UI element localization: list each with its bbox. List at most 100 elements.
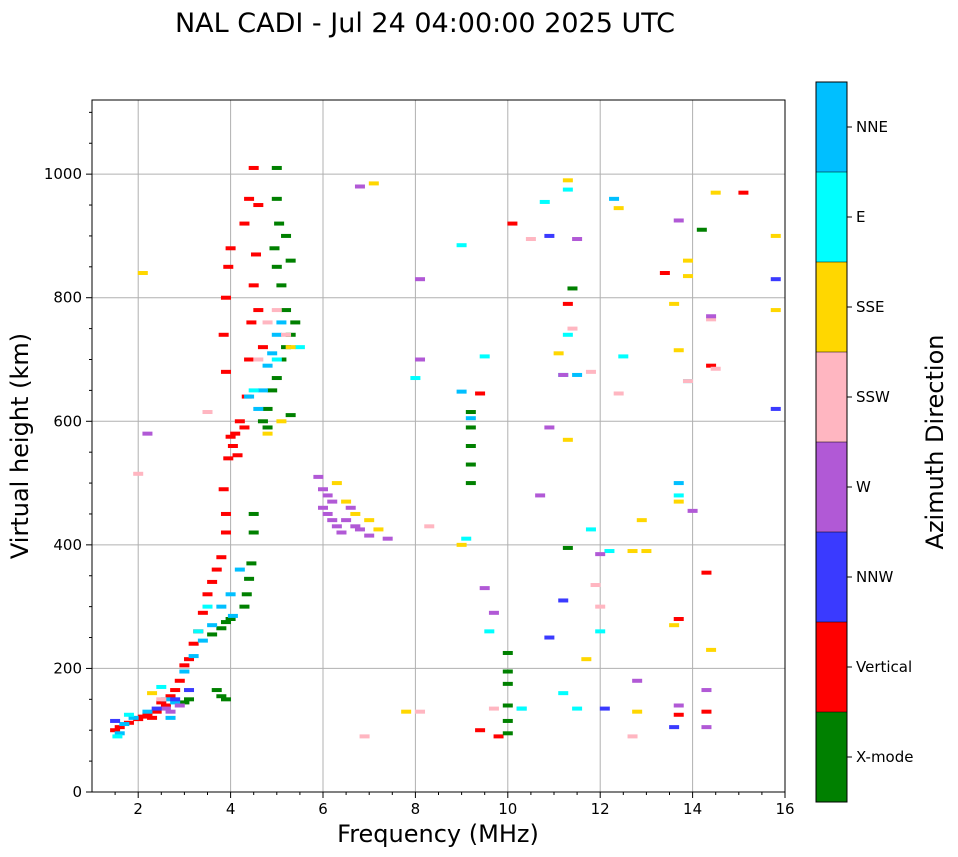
point-nne (253, 406, 264, 411)
point-sse (137, 271, 148, 275)
point-sse (682, 258, 693, 263)
point-x-mode (285, 258, 296, 263)
point-sse (636, 518, 647, 523)
colorbar: X-mode Vertical NNW W SSW SSE E NNE (815, 81, 913, 803)
point-sse (553, 351, 564, 356)
point-e (271, 357, 282, 362)
point-x-mode (502, 703, 513, 708)
point-sse (262, 431, 273, 436)
point-w (535, 493, 546, 498)
point-x-mode (246, 561, 257, 566)
point-x-mode (271, 376, 282, 381)
point-x-mode (248, 511, 259, 516)
point-vertical (156, 700, 167, 705)
point-w (336, 530, 347, 535)
point-vertical (246, 320, 257, 325)
point-e (484, 629, 495, 634)
point-vertical (706, 363, 717, 368)
point-vertical (188, 641, 199, 646)
point-vertical (234, 419, 245, 424)
point-nne (128, 715, 139, 720)
x-axis-ticks: 2 4 6 8 10 12 14 16 (114, 792, 795, 818)
point-vertical (216, 555, 227, 560)
point-vertical (225, 246, 236, 251)
point-nne (673, 481, 684, 486)
point-x-mode (216, 626, 227, 631)
point-ssw (359, 734, 370, 739)
point-vertical (165, 694, 176, 699)
point-w (165, 709, 176, 714)
point-w (706, 314, 717, 319)
x-tick-label: 6 (318, 800, 328, 818)
point-nne (207, 623, 218, 628)
point-x-mode (502, 669, 513, 674)
point-ssw (613, 391, 624, 396)
point-nne (271, 332, 282, 337)
point-x-mode (216, 694, 227, 699)
point-w (382, 536, 393, 541)
point-sse (562, 178, 573, 183)
point-vertical (207, 579, 218, 584)
point-sse (710, 190, 721, 195)
x-tick-label: 2 (133, 800, 143, 818)
point-nne (609, 196, 620, 201)
colorbar-segment-nnw (816, 532, 847, 622)
chart-title: NAL CADI - Jul 24 04:00:00 2025 UTC (175, 8, 675, 39)
point-w (687, 508, 698, 513)
point-vertical (110, 728, 121, 733)
point-sse (331, 481, 342, 486)
point-nne (216, 604, 227, 609)
colorbar-segment-sse (816, 262, 847, 352)
point-nnw (151, 706, 162, 711)
point-x-mode (257, 419, 268, 424)
x-tick-label: 12 (591, 800, 610, 818)
point-e (479, 354, 490, 359)
point-sse (669, 301, 680, 306)
point-ssw (585, 369, 596, 374)
point-nnw (110, 718, 121, 723)
colorbar-segment-x-mode (816, 712, 847, 802)
point-x-mode (220, 620, 231, 625)
point-sse (364, 518, 375, 523)
point-x-mode (244, 576, 255, 581)
colorbar-label: Azimuth Direction (921, 335, 949, 550)
point-sse (673, 348, 684, 353)
point-vertical (248, 165, 259, 170)
point-x-mode (281, 233, 292, 238)
point-x-mode (696, 227, 707, 232)
point-w (415, 357, 426, 362)
point-sse (276, 419, 287, 424)
point-vertical (220, 530, 231, 535)
point-ssw (271, 308, 282, 313)
point-sse (770, 233, 781, 238)
colorbar-tick-label: NNE (856, 118, 888, 136)
x-tick-label: 10 (498, 800, 517, 818)
x-tick-label: 8 (411, 800, 421, 818)
point-vertical (223, 264, 234, 269)
point-nne (170, 700, 181, 705)
point-nne (225, 592, 236, 597)
point-nnw (599, 706, 610, 711)
point-vertical (248, 283, 259, 288)
point-e (562, 187, 573, 192)
y-tick-label: 800 (53, 289, 82, 307)
point-e (618, 354, 629, 359)
point-sse (682, 274, 693, 279)
point-w (322, 511, 333, 516)
point-vertical (562, 301, 573, 306)
point-x-mode (274, 221, 285, 226)
point-sse (368, 181, 379, 186)
point-vertical (220, 369, 231, 374)
point-w (341, 518, 352, 523)
point-vertical (251, 252, 262, 257)
point-w (572, 237, 583, 242)
point-w (673, 218, 684, 223)
point-vertical (244, 357, 255, 362)
point-nne (165, 715, 176, 720)
point-w (354, 527, 365, 532)
point-e (595, 629, 606, 634)
colorbar-tick-label: E (856, 208, 865, 226)
point-w (632, 678, 643, 683)
point-x-mode (241, 592, 252, 597)
point-e (456, 243, 467, 248)
